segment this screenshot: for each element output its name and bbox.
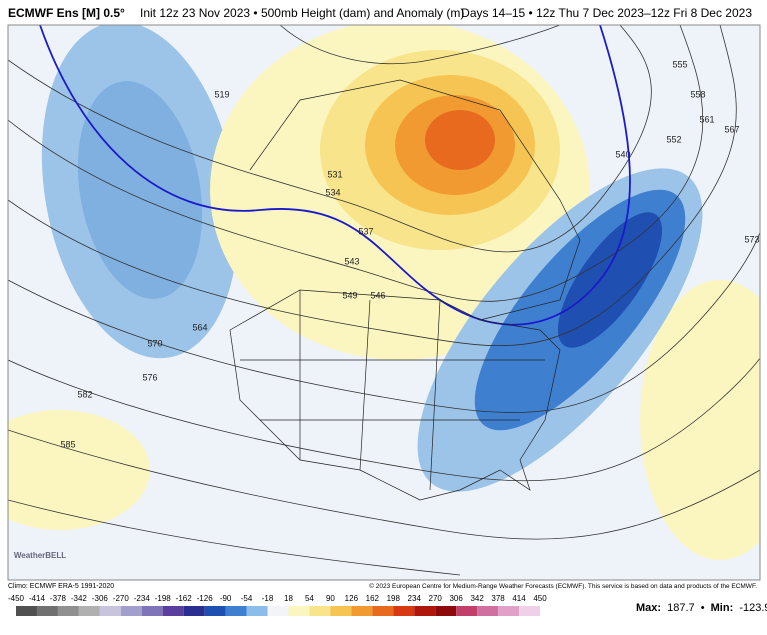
model-title: ECMWF Ens [M] 0.5° — [8, 6, 125, 20]
description-title: Init 12z 23 Nov 2023 • 500mb Height (dam… — [140, 6, 464, 20]
colorbar-swatch — [288, 606, 310, 616]
colorbar-swatch — [477, 606, 499, 616]
colorbar-tick-label: 414 — [512, 594, 526, 603]
contour-label: 534 — [325, 187, 340, 197]
contour-label: 582 — [77, 389, 92, 399]
colorbar-swatch — [456, 606, 478, 616]
colorbar-swatch — [351, 606, 373, 616]
contour-label: 549 — [342, 290, 357, 300]
colorbar: -450 -414 -378 -342 -306 -270 -234 -198 -162 -126… — [8, 594, 547, 616]
colorbar-swatch — [498, 606, 520, 616]
colorbar-swatch — [141, 606, 163, 616]
colorbar-tick-label: 342 — [470, 594, 484, 603]
colorbar-swatch — [57, 606, 79, 616]
logo: WeatherBELL — [14, 551, 66, 560]
contour-label: 570 — [147, 338, 162, 348]
climo-note: Climo: ECMWF ERA-5 1991-2020 — [8, 583, 114, 590]
contour-label: 573 — [744, 234, 759, 244]
max-value: 187.7 — [667, 602, 695, 614]
min-value: -123.9 — [739, 602, 767, 614]
colorbar-swatch — [435, 606, 457, 616]
contour-label: 537 — [358, 226, 373, 236]
colorbar-swatch — [225, 606, 247, 616]
colorbar-swatch — [246, 606, 268, 616]
contour-label: 564 — [192, 322, 207, 332]
valid-time: Days 14–15 • 12z Thu 7 Dec 2023–12z Fri … — [461, 6, 752, 20]
colorbar-tick-label: -306 — [92, 594, 109, 603]
contour-label: 531 — [327, 169, 342, 179]
contour-label: 552 — [666, 134, 681, 144]
colorbar-tick-label: -342 — [71, 594, 88, 603]
colorbar-tick-label: 90 — [326, 594, 335, 603]
colorbar-tick-label: 54 — [305, 594, 314, 603]
colorbar-tick-label: 18 — [284, 594, 293, 603]
colorbar-tick-label: -198 — [155, 594, 172, 603]
colorbar-swatch — [78, 606, 100, 616]
colorbar-tick-label: -234 — [134, 594, 151, 603]
colorbar-tick-label: -270 — [113, 594, 130, 603]
colorbar-swatch — [414, 606, 436, 616]
colorbar-tick-label: -450 — [8, 594, 25, 603]
colorbar-swatch — [330, 606, 352, 616]
colorbar-tick-label: -414 — [29, 594, 46, 603]
max-min: Max: 187.7 • Min: -123.9 — [636, 602, 767, 614]
colorbar-tick-label: -378 — [50, 594, 67, 603]
contour-label: 561 — [699, 114, 714, 124]
colorbar-tick-label: 270 — [429, 594, 443, 603]
contour-label: 519 — [214, 89, 229, 99]
colorbar-swatch — [372, 606, 394, 616]
colorbar-swatch — [183, 606, 205, 616]
contour-label: 558 — [690, 89, 705, 99]
colorbar-swatch — [162, 606, 184, 616]
colorbar-swatch — [519, 606, 540, 616]
colorbar-tick-label: -162 — [176, 594, 193, 603]
contour-label: 540 — [615, 149, 630, 159]
colorbar-tick-label: 378 — [491, 594, 505, 603]
colorbar-tick-label: 126 — [345, 594, 359, 603]
colorbar-tick-label: 198 — [387, 594, 401, 603]
contour-label: 543 — [344, 256, 359, 266]
contour-label: 567 — [724, 124, 739, 134]
colorbar-tick-label: 306 — [449, 594, 463, 603]
max-label: Max: — [636, 602, 661, 614]
colorbar-tick-label: 450 — [533, 594, 547, 603]
colorbar-tick-label: 162 — [366, 594, 380, 603]
colorbar-swatch — [99, 606, 121, 616]
copyright: © 2023 European Centre for Medium-Range … — [369, 582, 757, 590]
colorbar-swatch — [393, 606, 415, 616]
colorbar-swatch — [36, 606, 58, 616]
colorbar-tick-label: -54 — [241, 594, 253, 603]
colorbar-tick-label: 234 — [408, 594, 422, 603]
colorbar-swatch — [204, 606, 226, 616]
min-label: Min: — [711, 602, 734, 614]
colorbar-swatch — [267, 606, 289, 616]
colorbar-swatch — [309, 606, 331, 616]
colorbar-swatch — [120, 606, 142, 616]
contour-label: 546 — [370, 290, 385, 300]
colorbar-tick-label: -90 — [220, 594, 232, 603]
contour-label: 555 — [672, 59, 687, 69]
colorbar-tick-label: -126 — [197, 594, 214, 603]
contour-label: 576 — [142, 372, 157, 382]
colorbar-swatch — [16, 606, 37, 616]
contour-label: 585 — [60, 439, 75, 449]
colorbar-tick-label: -18 — [262, 594, 274, 603]
separator: • — [701, 602, 705, 614]
map: 519 531 534 537 540 543 546 549 552 555 558 561 564 5… — [7, 24, 761, 581]
